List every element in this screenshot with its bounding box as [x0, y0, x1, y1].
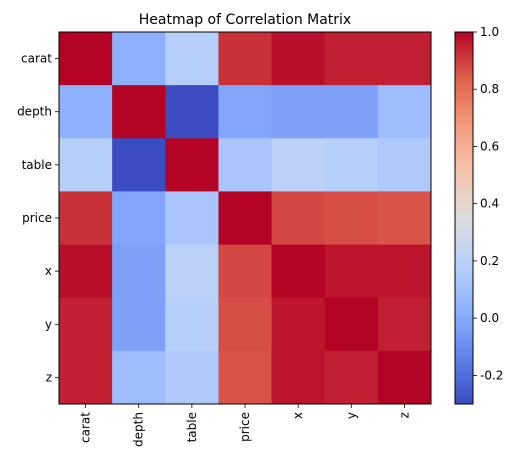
- heatmap-cell-price-depth: [112, 191, 166, 246]
- colorbar-ticks: -0.2 0.0 0.2 0.4 0.6 0.8 1.0: [473, 25, 503, 382]
- heatmap-cell-depth-x: [271, 85, 326, 139]
- column-label-table: table: [185, 412, 199, 442]
- heatmap-cell-z-carat: [59, 350, 113, 405]
- heatmap-cell-x-y: [324, 244, 379, 299]
- colorbar-tick-label: 0.6: [480, 139, 499, 153]
- heatmap-cell-z-y: [324, 350, 379, 405]
- heatmap-cell-z-z: [377, 350, 432, 405]
- heatmap-cell-y-carat: [59, 297, 113, 352]
- column-label-carat: carat: [79, 412, 93, 443]
- heatmap-cell-x-z: [377, 244, 432, 299]
- heatmap-cell-table-x: [271, 138, 326, 192]
- heatmap-cell-x-table: [165, 244, 219, 299]
- heatmap-cell-price-z: [377, 191, 432, 246]
- column-label-y: y: [344, 412, 358, 419]
- heatmap-cell-x-carat: [59, 244, 113, 299]
- colorbar-tick-label: 0.2: [480, 254, 499, 268]
- row-label-x: x: [45, 264, 52, 278]
- heatmap-cell-carat-z: [377, 32, 432, 86]
- heatmap-cell-table-z: [377, 138, 432, 192]
- colorbar-tick-label: 0.4: [480, 197, 499, 211]
- heatmap-cell-carat-x: [271, 32, 326, 86]
- heatmap-cell-x-x: [271, 244, 326, 299]
- heatmap-cell-carat-price: [218, 32, 273, 86]
- heatmap-cell-depth-carat: [59, 85, 113, 139]
- heatmap-cell-carat-depth: [112, 32, 166, 86]
- heatmap-cell-price-x: [271, 191, 326, 246]
- column-label-x: x: [291, 412, 305, 419]
- row-label-carat: carat: [21, 52, 52, 66]
- row-label-y: y: [45, 317, 52, 331]
- heatmap-cell-depth-table: [165, 85, 219, 139]
- heatmap-cell-y-price: [218, 297, 273, 352]
- heatmap-cell-depth-z: [377, 85, 432, 139]
- heatmap-cell-x-price: [218, 244, 273, 299]
- heatmap-cell-table-y: [324, 138, 379, 192]
- heatmap-cell-z-price: [218, 350, 273, 405]
- heatmap-cell-table-table: [165, 138, 219, 192]
- heatmap-cell-y-x: [271, 297, 326, 352]
- heatmap-cell-z-depth: [112, 350, 166, 405]
- row-labels: carat depth table price x y z: [17, 52, 59, 384]
- row-label-z: z: [46, 370, 52, 384]
- heatmap-cell-y-z: [377, 297, 432, 352]
- colorbar-tick-label: -0.2: [480, 368, 503, 382]
- column-labels: carat depth table price x y z: [79, 404, 411, 447]
- heatmap-cell-y-y: [324, 297, 379, 352]
- heatmap-cell-z-table: [165, 350, 219, 405]
- heatmap-cell-y-table: [165, 297, 219, 352]
- heatmap-cell-depth-price: [218, 85, 273, 139]
- row-label-price: price: [22, 211, 52, 225]
- heatmap-cell-x-depth: [112, 244, 166, 299]
- heatmap-cells: [59, 32, 432, 405]
- colorbar-tick-label: 1.0: [480, 25, 499, 39]
- chart-title: Heatmap of Correlation Matrix: [139, 12, 351, 28]
- colorbar: [454, 31, 474, 405]
- row-label-table: table: [22, 158, 52, 172]
- heatmap-cell-depth-depth: [112, 85, 166, 139]
- row-label-depth: depth: [17, 105, 52, 119]
- heatmap-cell-carat-carat: [59, 32, 113, 86]
- heatmap-cell-carat-table: [165, 32, 219, 86]
- colorbar-tick-label: 0.8: [480, 82, 499, 96]
- heatmap-cell-price-price: [218, 191, 273, 246]
- heatmap-cell-price-y: [324, 191, 379, 246]
- heatmap-cell-table-price: [218, 138, 273, 192]
- column-label-depth: depth: [132, 412, 146, 447]
- heatmap-cell-table-carat: [59, 138, 113, 192]
- column-label-price: price: [238, 412, 252, 442]
- heatmap-cell-price-carat: [59, 191, 113, 246]
- heatmap-cell-table-depth: [112, 138, 166, 192]
- column-label-z: z: [397, 412, 411, 418]
- colorbar-tick-label: 0.0: [480, 311, 499, 325]
- heatmap-cell-depth-y: [324, 85, 379, 139]
- heatmap-cell-carat-y: [324, 32, 379, 86]
- heatmap-cell-price-table: [165, 191, 219, 246]
- heatmap-cell-y-depth: [112, 297, 166, 352]
- heatmap-cell-z-x: [271, 350, 326, 405]
